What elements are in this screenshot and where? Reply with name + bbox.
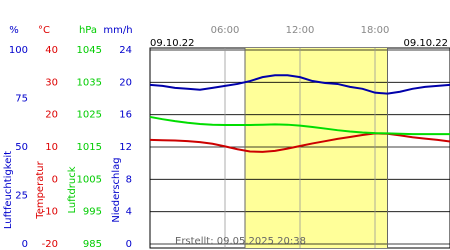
y-tick-label: 50	[15, 142, 28, 153]
axis-title: Luftfeuchtigkeit	[3, 151, 14, 229]
y-tick-label: 20	[45, 110, 58, 121]
date-left: 09.10.22	[150, 38, 195, 49]
y-tick-label: 20	[119, 77, 132, 88]
series-line	[149, 132, 450, 153]
daylight-band	[245, 48, 388, 248]
y-tick-label: 12	[119, 142, 132, 153]
axis-unit: hPa	[79, 25, 97, 36]
x-tick-label: 06:00	[211, 25, 240, 36]
y-tick-label: 985	[83, 239, 102, 250]
y-tick-label: -10	[42, 207, 58, 218]
y-tick-label: 1015	[77, 142, 102, 153]
y-tick-label: 30	[45, 77, 58, 88]
axis-unit: %	[9, 25, 19, 36]
x-tick-label: 12:00	[286, 25, 315, 36]
x-tick-label: 18:00	[361, 25, 390, 36]
y-tick-label: 995	[83, 207, 102, 218]
y-tick-label: 24	[119, 45, 132, 56]
axis-unit: °C	[38, 25, 50, 36]
axis-title: Temperatur	[35, 160, 46, 219]
y-tick-label: 1025	[77, 110, 102, 121]
y-tick-label: 0	[52, 174, 58, 185]
y-tick-label: 10	[45, 142, 58, 153]
y-tick-label: 16	[119, 110, 132, 121]
y-tick-label: 1005	[77, 174, 102, 185]
created-label: Erstellt: 09.05.2025 20:38	[175, 236, 306, 247]
series-line	[149, 115, 450, 136]
y-tick-label: -20	[42, 239, 58, 250]
axis-title: Luftdruck	[67, 166, 78, 213]
y-tick-label: 100	[9, 45, 28, 56]
y-tick-label: 75	[15, 94, 28, 105]
y-tick-label: 1035	[77, 77, 102, 88]
series-line	[149, 74, 450, 95]
axis-unit: mm/h	[103, 25, 132, 36]
axis-title: Niederschlag	[111, 157, 122, 222]
y-tick-label: 0	[126, 239, 132, 250]
y-tick-label: 25	[15, 191, 28, 202]
y-tick-label: 4	[126, 207, 132, 218]
y-tick-label: 0	[22, 239, 28, 250]
date-right: 09.10.22	[403, 38, 448, 49]
y-tick-label: 40	[45, 45, 58, 56]
y-tick-label: 1045	[77, 45, 102, 56]
y-tick-label: 8	[126, 174, 132, 185]
